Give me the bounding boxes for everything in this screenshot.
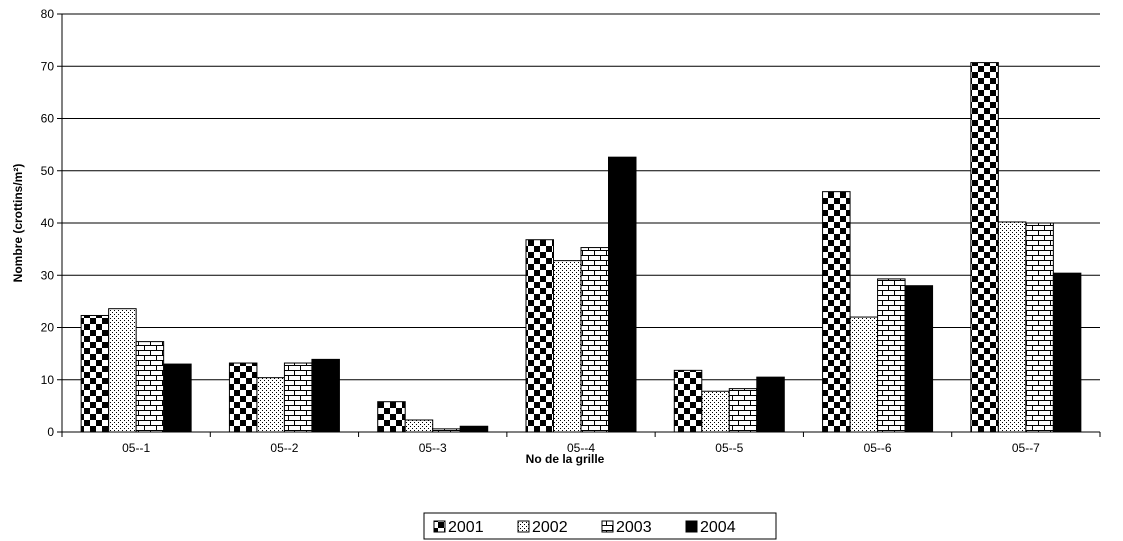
bar-2001-05--1 <box>80 314 110 433</box>
bar-2002-05--4 <box>553 260 582 433</box>
legend: 2001 2002 2003 2004 <box>423 512 777 540</box>
x-tick-label: 05--4 <box>567 441 595 455</box>
bar-2004-05--3 <box>459 425 489 433</box>
y-tick-label: 50 <box>41 164 55 178</box>
bar-2001-05--5 <box>673 369 703 433</box>
legend-swatch-2003 <box>601 520 614 533</box>
x-tick-label: 05--5 <box>715 441 743 455</box>
y-tick-label: 0 <box>47 425 54 439</box>
x-axis-title: No de la grille <box>526 452 605 466</box>
bar-2002-05--2 <box>256 377 285 433</box>
x-tick-label: 05--7 <box>1012 441 1040 455</box>
y-tick-label: 20 <box>41 321 55 335</box>
bar-2004-05--5 <box>756 376 785 433</box>
bar-2001-05--6 <box>822 191 851 433</box>
y-tick-label: 60 <box>41 112 55 126</box>
bar-2003-05--5 <box>728 388 758 433</box>
x-tick-label: 05--1 <box>122 441 150 455</box>
bar-2002-05--3 <box>404 419 434 433</box>
y-tick-label: 30 <box>41 268 55 282</box>
bar-2002-05--6 <box>849 316 879 433</box>
legend-label-2002: 2002 <box>532 519 568 536</box>
x-tick-label: 05--6 <box>864 441 892 455</box>
x-tick-label: 05--2 <box>270 441 298 455</box>
bar-2004-05--7 <box>1052 272 1082 433</box>
legend-swatch-2001 <box>433 520 446 533</box>
bar-2002-05--7 <box>997 221 1027 433</box>
bars-group <box>80 62 1082 433</box>
bar-2001-05--7 <box>970 62 999 433</box>
y-tick-label: 80 <box>41 7 55 21</box>
x-tick-labels: 05--1 05--2 05--3 05--4 05--5 05--6 05--7 <box>122 441 1040 455</box>
legend-swatch-2002 <box>517 520 530 533</box>
bar-2003-05--1 <box>135 341 165 433</box>
bar-2004-05--4 <box>608 156 637 433</box>
legend-label-2003: 2003 <box>616 519 652 536</box>
legend-swatch-2004 <box>685 520 698 533</box>
bar-2001-05--2 <box>228 362 258 433</box>
bar-2002-05--5 <box>701 390 730 433</box>
bar-2002-05--1 <box>108 308 137 433</box>
x-tick-label: 05--3 <box>419 441 447 455</box>
bar-2004-05--6 <box>904 285 934 433</box>
bar-2003-05--7 <box>1025 222 1054 433</box>
y-tick-label: 40 <box>41 216 55 230</box>
bar-2001-05--4 <box>525 239 554 433</box>
legend-label-2004: 2004 <box>700 519 736 536</box>
bar-2001-05--3 <box>377 401 406 433</box>
legend-box <box>423 512 777 540</box>
bar-2004-05--2 <box>311 358 340 433</box>
y-tick-label: 70 <box>41 59 55 73</box>
bar-2003-05--6 <box>877 278 906 433</box>
bar-2003-05--4 <box>580 247 609 433</box>
y-axis-title: Nombre (crottins/m²) <box>11 164 25 283</box>
legend-label-2001: 2001 <box>448 519 484 536</box>
bar-2004-05--1 <box>163 363 192 433</box>
axes <box>57 13 1101 437</box>
y-tick-label: 10 <box>41 373 55 387</box>
bar-2003-05--2 <box>283 362 313 433</box>
y-tick-labels: 0 10 20 30 40 50 60 70 80 <box>41 7 55 439</box>
